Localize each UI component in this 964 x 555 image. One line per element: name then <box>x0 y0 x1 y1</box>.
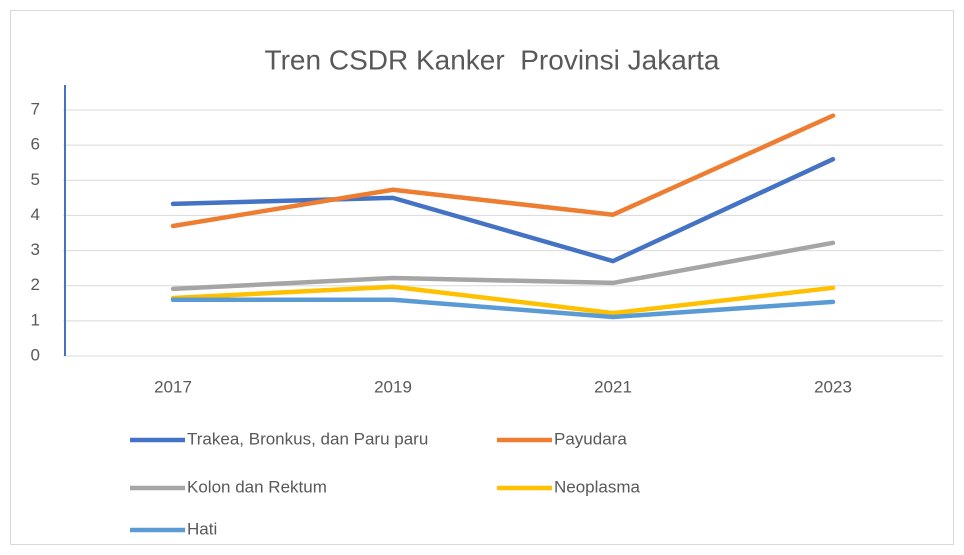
y-tick-label: 0 <box>31 345 40 364</box>
legend-label: Payudara <box>554 429 627 448</box>
legend-label: Neoplasma <box>554 477 641 496</box>
y-tick-label: 6 <box>31 135 40 154</box>
legend-label: Hati <box>187 519 217 538</box>
legend-label: Trakea, Bronkus, dan Paru paru <box>187 429 428 448</box>
x-tick-label: 2017 <box>154 377 192 396</box>
series-line <box>170 113 836 229</box>
series-line <box>170 284 836 316</box>
chart-frame <box>10 10 954 545</box>
y-tick-label: 4 <box>31 205 40 224</box>
y-tick-label: 2 <box>31 275 40 294</box>
x-tick-label: 2021 <box>594 377 632 396</box>
series-line <box>170 156 836 264</box>
x-tick-label: 2023 <box>814 377 852 396</box>
x-tick-label: 2019 <box>374 377 412 396</box>
legend-label: Kolon dan Rektum <box>187 477 327 496</box>
series-line <box>170 240 836 292</box>
chart-title: Tren CSDR Kanker Provinsi Jakarta <box>265 44 720 75</box>
series-line <box>170 297 836 320</box>
y-tick-label: 5 <box>31 170 40 189</box>
y-tick-label: 7 <box>31 99 40 118</box>
y-tick-label: 1 <box>31 310 40 329</box>
y-tick-label: 3 <box>31 240 40 259</box>
